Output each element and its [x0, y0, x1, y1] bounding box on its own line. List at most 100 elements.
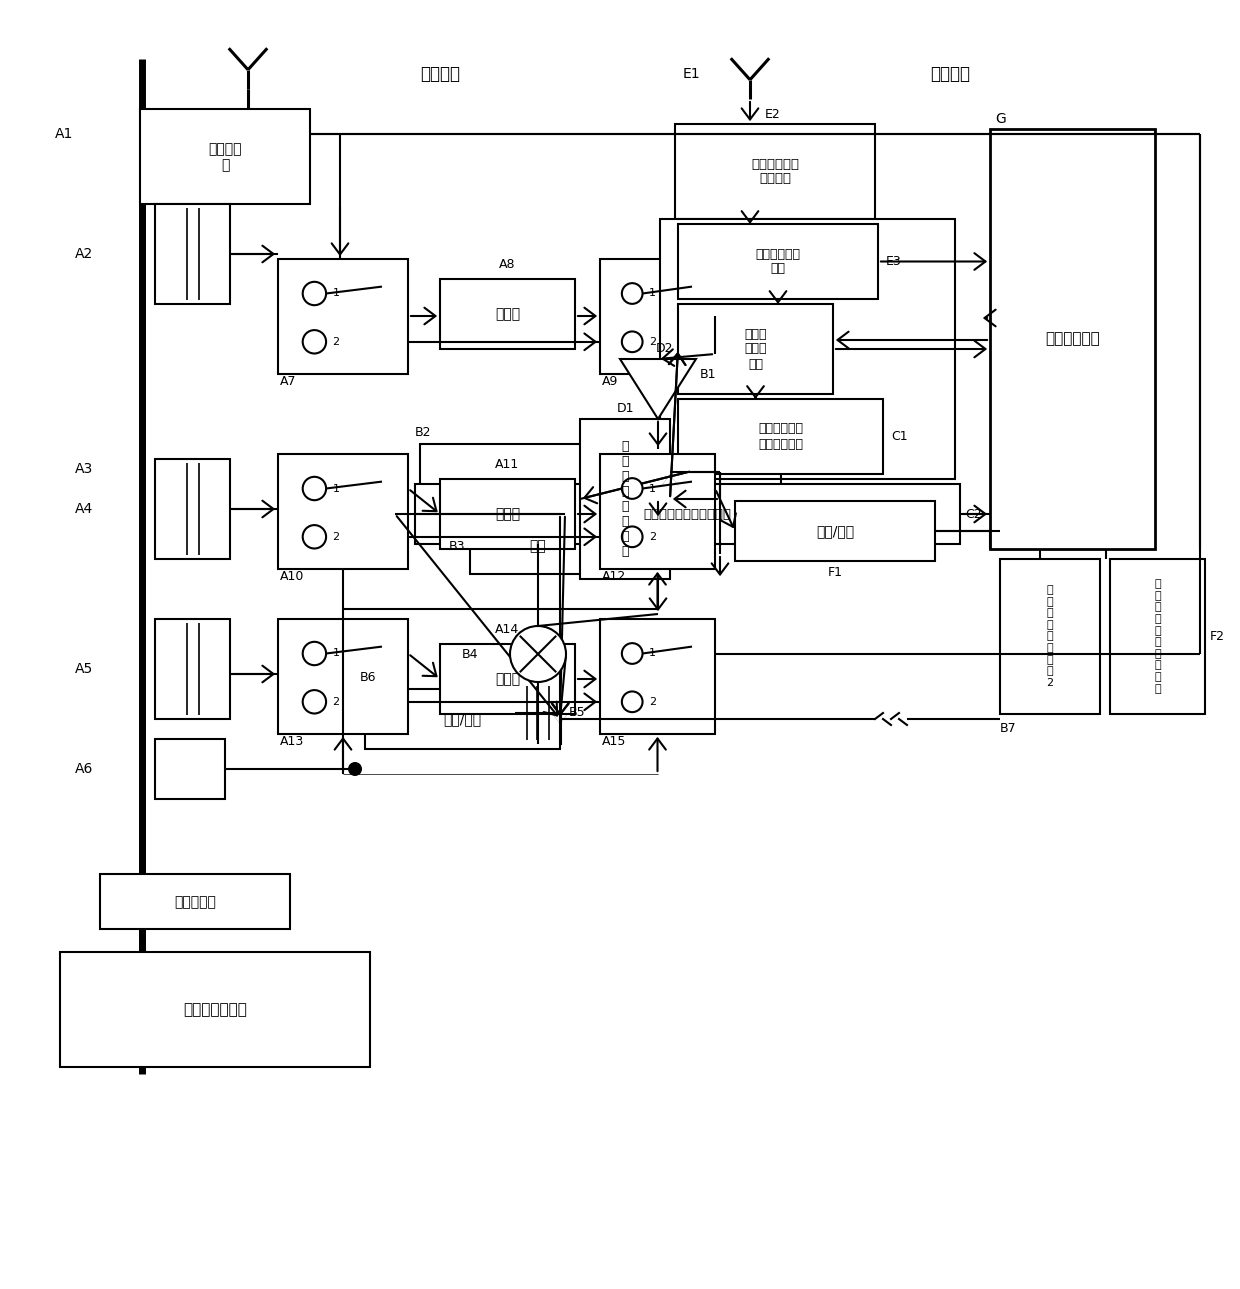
Text: 接
收
信
号
检
测
模
块: 接 收 信 号 检 测 模 块 — [621, 440, 629, 558]
Text: 2: 2 — [649, 697, 656, 706]
Circle shape — [621, 691, 642, 712]
Text: 基站上行: 基站上行 — [420, 64, 460, 82]
Bar — [600, 454, 715, 568]
Text: E3: E3 — [887, 255, 901, 268]
Text: A10: A10 — [280, 570, 304, 583]
Text: A6: A6 — [74, 762, 93, 776]
Text: A4: A4 — [74, 501, 93, 516]
Bar — [155, 459, 229, 559]
Bar — [735, 501, 935, 561]
Bar — [515, 682, 560, 744]
Text: 陷波器: 陷波器 — [495, 672, 520, 686]
Text: B4: B4 — [461, 647, 477, 660]
Text: 调幅/调相: 调幅/调相 — [444, 712, 481, 726]
Text: 陷波器: 陷波器 — [495, 507, 520, 521]
Bar — [420, 443, 689, 499]
Text: B3: B3 — [449, 540, 465, 553]
Bar — [678, 400, 883, 474]
Text: B7: B7 — [999, 723, 1017, 736]
Text: C2: C2 — [965, 508, 982, 521]
Text: 数据处理单元: 数据处理单元 — [1045, 331, 1100, 347]
Text: B5: B5 — [569, 706, 585, 719]
Text: 射频连接器: 射频连接器 — [174, 895, 216, 909]
Bar — [155, 739, 224, 799]
Text: A13: A13 — [280, 735, 304, 748]
Text: 同步信号获取
单元: 同步信号获取 单元 — [755, 247, 801, 276]
Text: E1: E1 — [682, 67, 701, 81]
Text: D2: D2 — [656, 343, 673, 356]
Text: B1: B1 — [701, 367, 717, 380]
Text: A3: A3 — [74, 461, 93, 476]
Text: E2: E2 — [765, 107, 781, 120]
Bar — [660, 219, 955, 480]
Text: 1: 1 — [649, 483, 656, 494]
Text: A15: A15 — [601, 735, 626, 748]
Bar — [440, 644, 575, 714]
Bar — [140, 110, 310, 204]
Bar — [365, 690, 560, 749]
Text: A12: A12 — [601, 570, 626, 583]
Text: B6: B6 — [360, 672, 377, 684]
Circle shape — [510, 626, 565, 682]
Text: 接收信
号识别
单元: 接收信 号识别 单元 — [744, 327, 766, 370]
Bar — [600, 619, 715, 733]
Text: B2: B2 — [415, 425, 432, 440]
Circle shape — [303, 525, 326, 549]
Text: 接
收
干
扰
信
号
检
测
模
块: 接 收 干 扰 信 号 检 测 模 块 — [1154, 579, 1161, 693]
Text: C1: C1 — [892, 431, 908, 443]
Bar — [278, 454, 408, 568]
Text: 接收信号中频转射频电路: 接收信号中频转射频电路 — [644, 508, 732, 521]
Text: 2: 2 — [332, 336, 340, 347]
Circle shape — [621, 643, 642, 664]
Text: 陷波器: 陷波器 — [495, 307, 520, 321]
Text: 2: 2 — [332, 532, 340, 541]
Circle shape — [621, 331, 642, 352]
Bar — [278, 619, 408, 733]
Circle shape — [303, 642, 326, 665]
Bar — [440, 480, 575, 549]
Text: 1: 1 — [649, 289, 656, 299]
Bar — [678, 304, 833, 394]
Circle shape — [621, 526, 642, 547]
Text: D1: D1 — [616, 402, 634, 415]
Text: A1: A1 — [55, 128, 73, 141]
Text: A9: A9 — [601, 375, 619, 388]
Text: 无线基站天线口: 无线基站天线口 — [184, 1003, 247, 1017]
Bar — [1110, 559, 1205, 714]
Circle shape — [303, 330, 326, 353]
Bar — [278, 259, 408, 374]
Text: 调幅/调相: 调幅/调相 — [816, 525, 854, 538]
Circle shape — [303, 282, 326, 305]
Text: F2: F2 — [1210, 630, 1225, 643]
Text: 1: 1 — [332, 648, 340, 659]
Text: 2: 2 — [332, 697, 340, 706]
Text: 基站发射信号
检测模块: 基站发射信号 检测模块 — [751, 157, 799, 186]
Bar — [999, 559, 1100, 714]
Circle shape — [303, 690, 326, 714]
Bar — [415, 483, 960, 544]
Text: G: G — [994, 112, 1006, 126]
Bar — [100, 874, 290, 929]
Text: 基站下行: 基站下行 — [930, 64, 970, 82]
Polygon shape — [620, 360, 696, 419]
Text: 时延: 时延 — [529, 540, 546, 553]
Bar — [675, 124, 875, 219]
Text: 1: 1 — [649, 648, 656, 659]
Bar — [470, 519, 605, 574]
Text: A14: A14 — [495, 623, 520, 635]
Bar — [440, 278, 575, 349]
Circle shape — [348, 762, 362, 776]
Text: A2: A2 — [74, 247, 93, 260]
Text: A11: A11 — [495, 458, 520, 470]
Text: 1: 1 — [332, 289, 340, 299]
Text: A5: A5 — [74, 663, 93, 675]
Circle shape — [621, 284, 642, 304]
Bar — [580, 419, 670, 579]
Text: 2: 2 — [649, 532, 656, 541]
Text: 接收信号发生
基带处理单元: 接收信号发生 基带处理单元 — [758, 423, 804, 450]
Text: 2: 2 — [649, 336, 656, 347]
Bar — [678, 224, 878, 299]
Bar — [600, 259, 715, 374]
Bar — [60, 953, 370, 1067]
Text: 接
收
信
号
检
测
模
块
2: 接 收 信 号 检 测 模 块 2 — [1047, 585, 1054, 688]
